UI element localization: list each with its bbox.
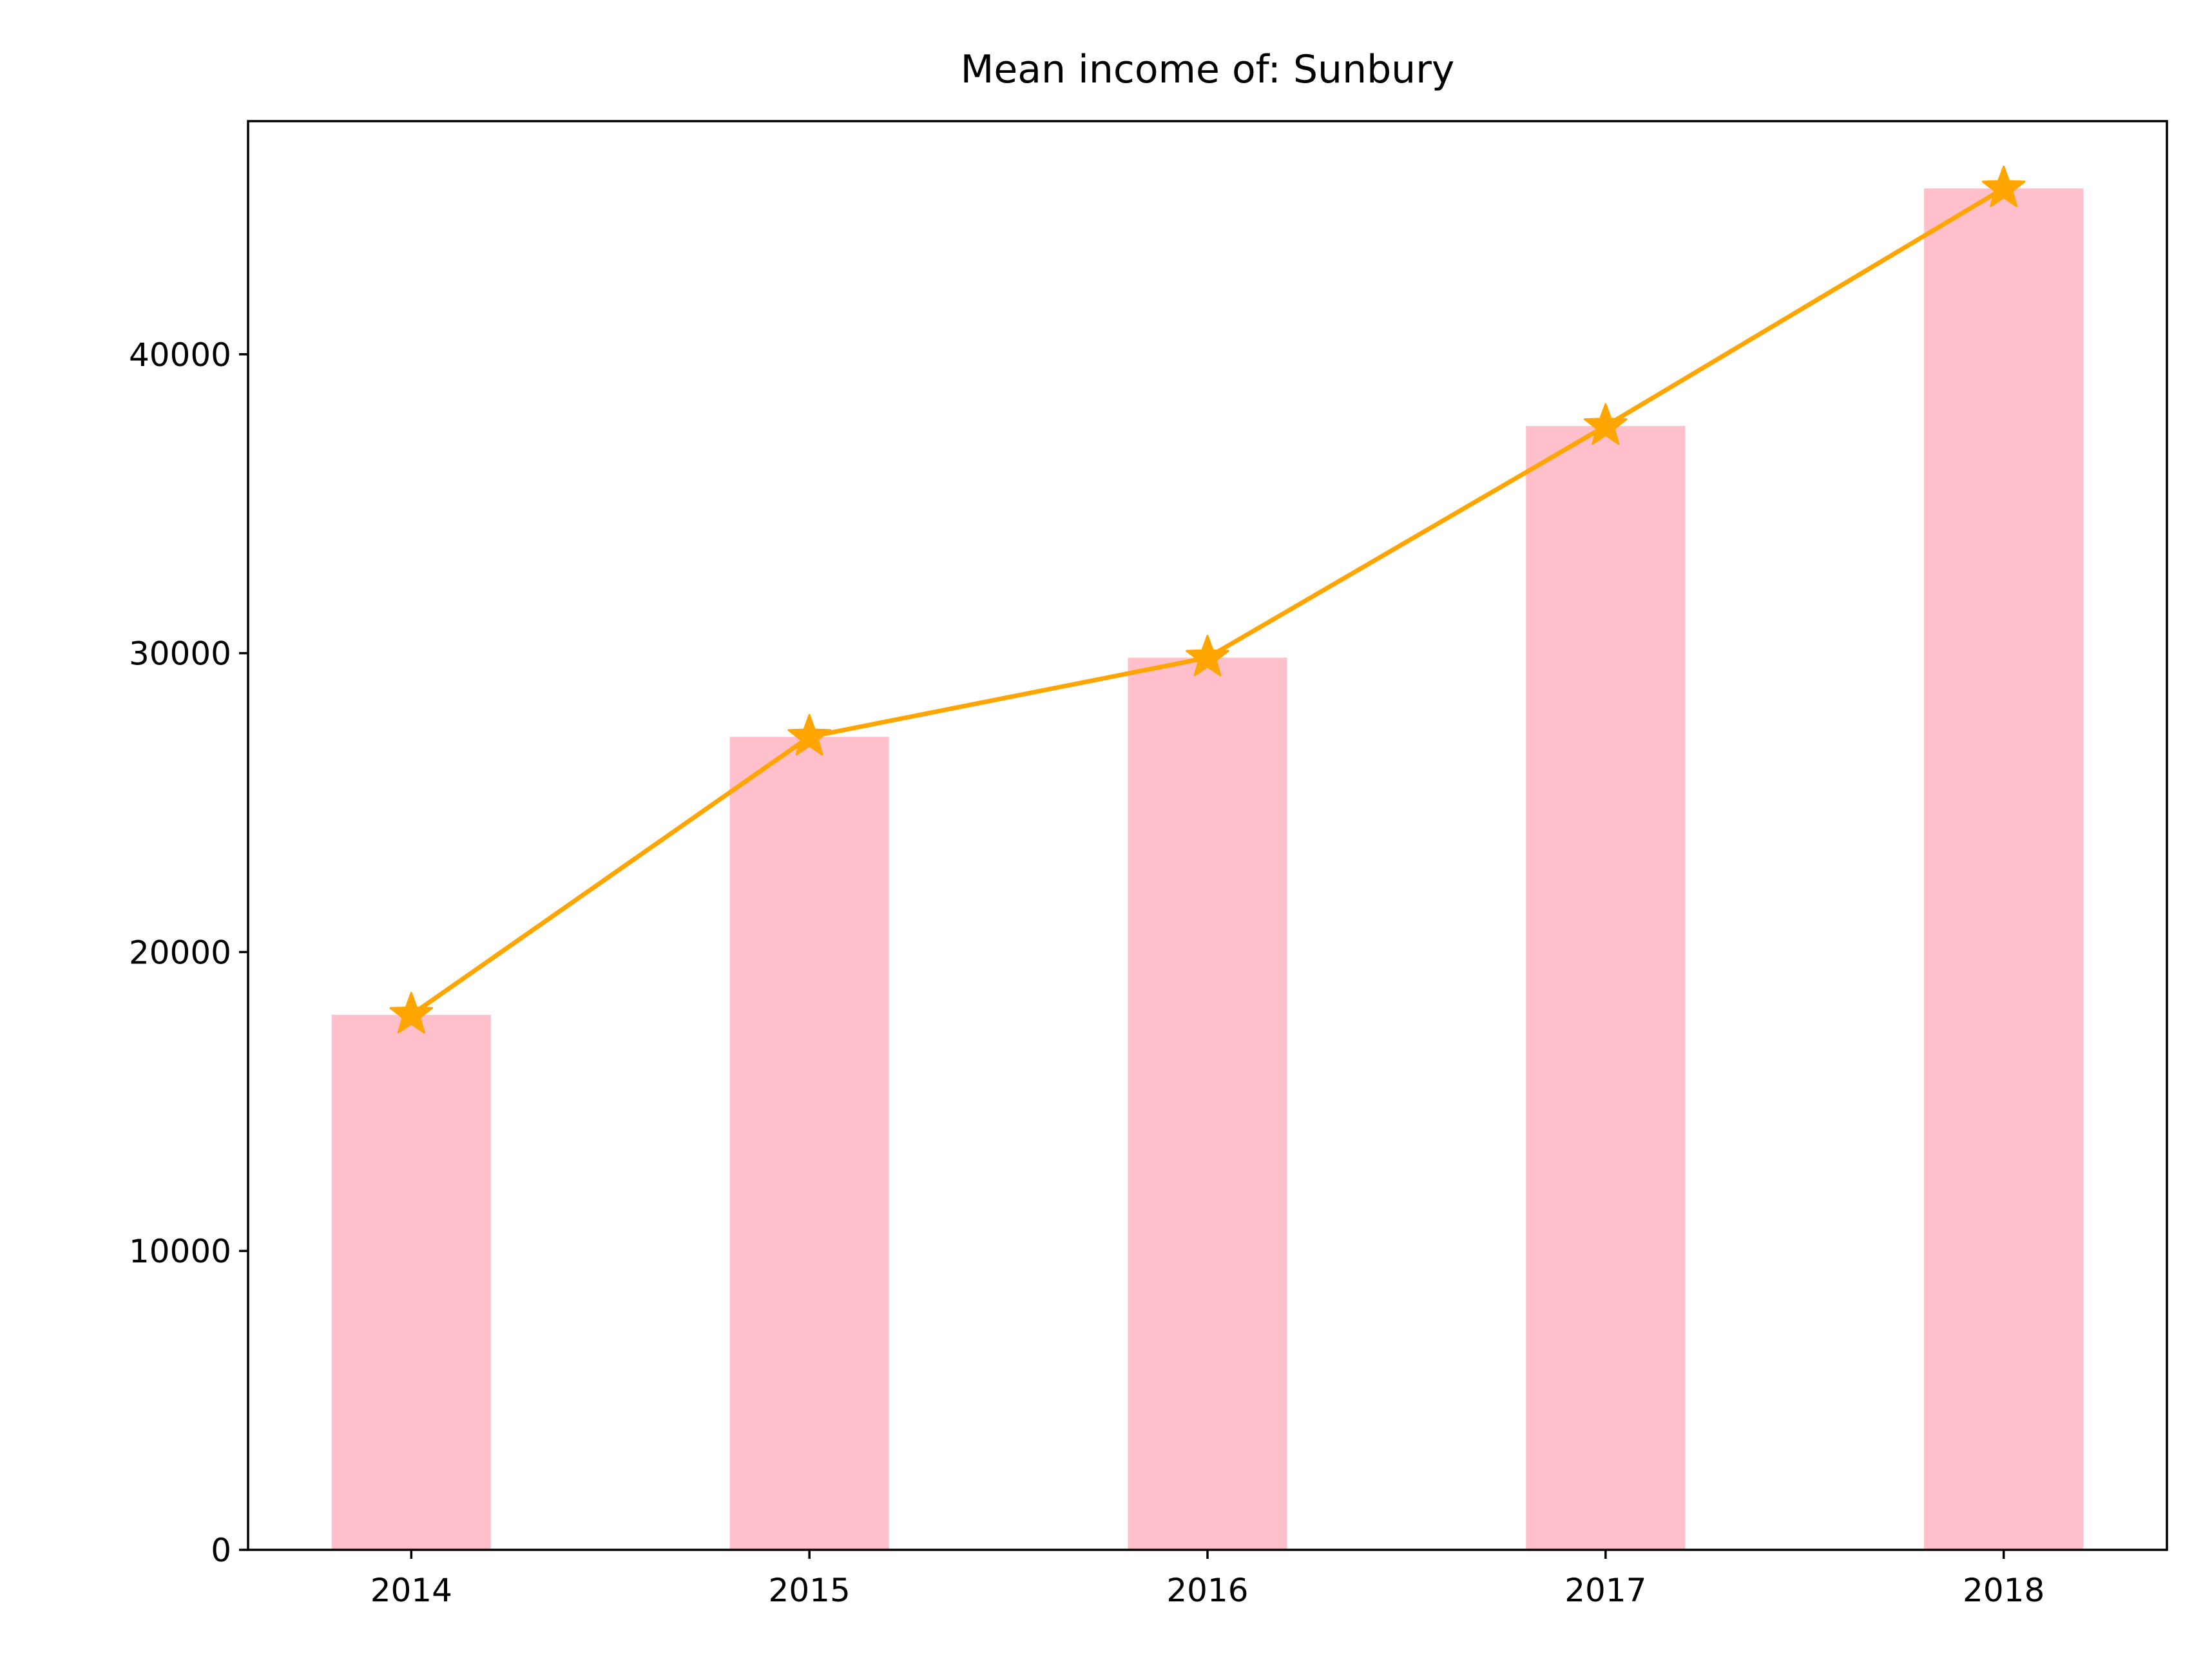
star-marker-2015 [787,713,831,756]
x-tick-label-2018: 2018 [1963,1572,2044,1609]
bar-2015 [729,737,889,1550]
y-tick-label-20000: 20000 [129,934,231,971]
y-tick-label-40000: 40000 [129,336,231,374]
star-marker-2018 [1981,165,2026,208]
y-tick-label-10000: 10000 [129,1233,231,1270]
x-tick-label-2017: 2017 [1564,1572,1646,1609]
y-tick-label-30000: 30000 [129,635,231,673]
bar-2017 [1526,426,1686,1550]
x-tick-label-2015: 2015 [769,1572,851,1609]
bar-2016 [1128,657,1287,1550]
axes-layer: 2014 2015 2016 2017 2018 0 10000 20000 30000 4000… [129,120,2168,1609]
bar-2018 [1924,188,2084,1550]
x-tick-label-2016: 2016 [1166,1572,1248,1609]
star-marker-2014 [389,992,434,1034]
star-marker-2017 [1584,403,1628,445]
bar-2014 [331,1014,491,1550]
x-tick-label-2014: 2014 [370,1572,452,1609]
star-marker-2016 [1186,635,1229,677]
line-layer [389,165,2026,1034]
bars-layer [331,188,2084,1550]
y-tick-label-0: 0 [211,1532,231,1569]
chart-title: Mean income of: Sunbury [961,47,1455,92]
